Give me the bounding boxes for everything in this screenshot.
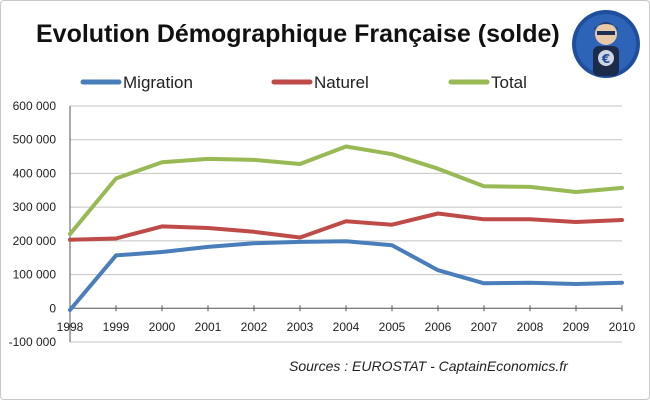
svg-text:€: € [601,52,610,66]
series-line-migration [68,239,624,312]
y-tick-label: 0 [49,301,56,315]
x-tick-label: 2009 [563,320,590,334]
y-tick-label: 300 000 [13,200,57,214]
y-tick-label: 100 000 [13,268,57,282]
y-tick-label: 200 000 [13,234,57,248]
x-tick-label: 2001 [195,320,222,334]
series-line-total [68,144,624,237]
x-tick-label: 2006 [425,320,452,334]
x-tick-label: 2008 [517,320,544,334]
x-tick-label: 2005 [379,320,406,334]
captain-economics-logo-icon: € [572,10,640,78]
x-tick-label: 2004 [333,320,360,334]
series-line-naturel [68,211,624,242]
x-tick-label: 1999 [103,320,130,334]
x-tick-label: 2010 [609,320,636,334]
x-tick-label: 2002 [241,320,268,334]
x-tick-label: 2007 [471,320,498,334]
source-note: Sources : EUROSTAT - CaptainEconomics.fr [289,358,569,374]
x-tick-label: 2000 [149,320,176,334]
legend-label-migration: Migration [123,73,193,92]
legend-label-total: Total [491,73,527,92]
x-tick-label: 2003 [287,320,314,334]
legend-label-naturel: Naturel [314,73,369,92]
x-tick-label: 1998 [57,320,84,334]
y-tick-label: 500 000 [13,133,57,147]
y-tick-label: 400 000 [13,166,57,180]
y-tick-label: 600 000 [13,99,57,113]
y-tick-label: -100 000 [9,335,57,349]
chart-title: Evolution Démographique Française (solde… [36,20,560,48]
